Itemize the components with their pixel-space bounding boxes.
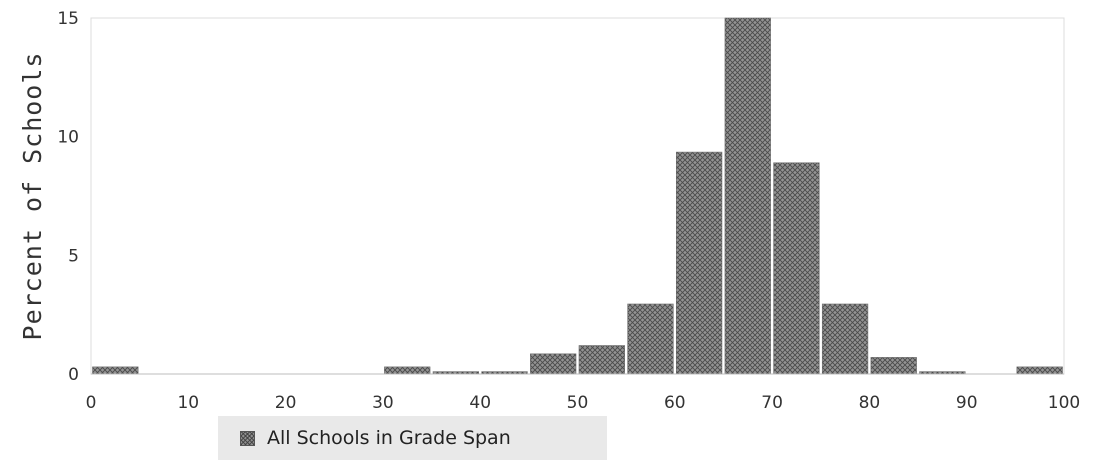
bar-30-35	[384, 366, 431, 375]
x-tick-label: 70	[761, 393, 783, 413]
bar-70-75	[773, 162, 820, 375]
bar-45-50	[530, 353, 577, 375]
bar-0-5	[92, 366, 139, 375]
x-tick-label: 60	[664, 393, 686, 413]
legend: All Schools in Grade Span	[218, 416, 607, 460]
bar-95-100	[1016, 366, 1063, 375]
x-tick-label: 100	[1048, 393, 1080, 413]
bar-50-55	[578, 345, 625, 375]
y-axis-title: Percent of Schools	[18, 52, 47, 341]
legend-swatch	[240, 430, 255, 446]
x-tick-label: 80	[859, 393, 881, 413]
y-tick-label: 15	[57, 9, 79, 29]
x-tick-label: 10	[177, 393, 199, 413]
x-axis: 0 10 20 30 40 50 60 70 80 90 100	[86, 393, 1081, 413]
y-tick-label: 10	[57, 128, 79, 148]
x-tick-label: 0	[86, 393, 97, 413]
bar-75-80	[821, 303, 869, 375]
x-tick-label: 30	[372, 393, 394, 413]
legend-label: All Schools in Grade Span	[267, 427, 511, 449]
bar-80-85	[870, 357, 917, 375]
bar-65-70	[724, 17, 771, 375]
bars-group	[92, 17, 1063, 375]
bar-55-60	[627, 303, 674, 375]
plot-area	[90, 17, 1065, 375]
bar-60-65	[675, 151, 723, 375]
x-tick-label: 40	[469, 393, 491, 413]
x-tick-label: 50	[567, 393, 589, 413]
y-tick-label: 0	[68, 365, 79, 385]
x-tick-label: 90	[956, 393, 978, 413]
x-tick-label: 20	[275, 393, 297, 413]
y-tick-label: 5	[68, 246, 79, 266]
y-axis: 0 5 10 15	[57, 9, 79, 385]
